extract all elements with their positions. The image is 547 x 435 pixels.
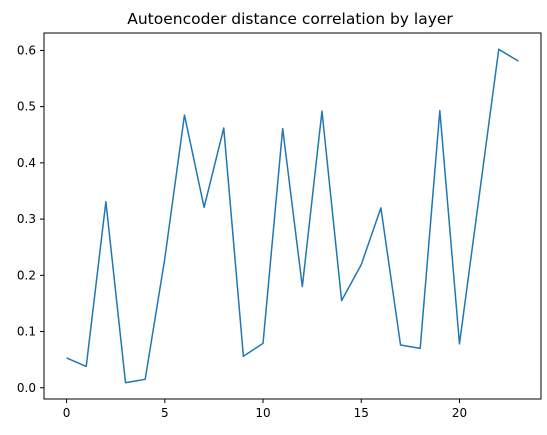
y-tick-label: 0.4 xyxy=(17,156,36,170)
axes: 0 5 10 15 20 0.0 0.1 0.2 0.3 0.4 0.5 0.6 xyxy=(17,32,542,420)
x-tick-label: 20 xyxy=(452,406,467,420)
y-tick-label: 0.5 xyxy=(17,100,36,114)
x-tick-label: 15 xyxy=(354,406,369,420)
series-line-0 xyxy=(66,48,519,384)
y-tick-label: 0.6 xyxy=(17,43,36,57)
x-tick-label: 10 xyxy=(255,406,270,420)
y-tick-label: 0.2 xyxy=(17,268,36,282)
x-tick-label: 5 xyxy=(161,406,169,420)
y-tick-label: 0.1 xyxy=(17,325,36,339)
chart-title: Autoencoder distance correlation by laye… xyxy=(127,10,453,28)
y-tick-label: 0.0 xyxy=(17,381,36,395)
plot-area xyxy=(66,48,519,384)
plot-frame xyxy=(43,32,542,400)
y-tick-label: 0.3 xyxy=(17,212,36,226)
x-tick-label: 0 xyxy=(63,406,71,420)
